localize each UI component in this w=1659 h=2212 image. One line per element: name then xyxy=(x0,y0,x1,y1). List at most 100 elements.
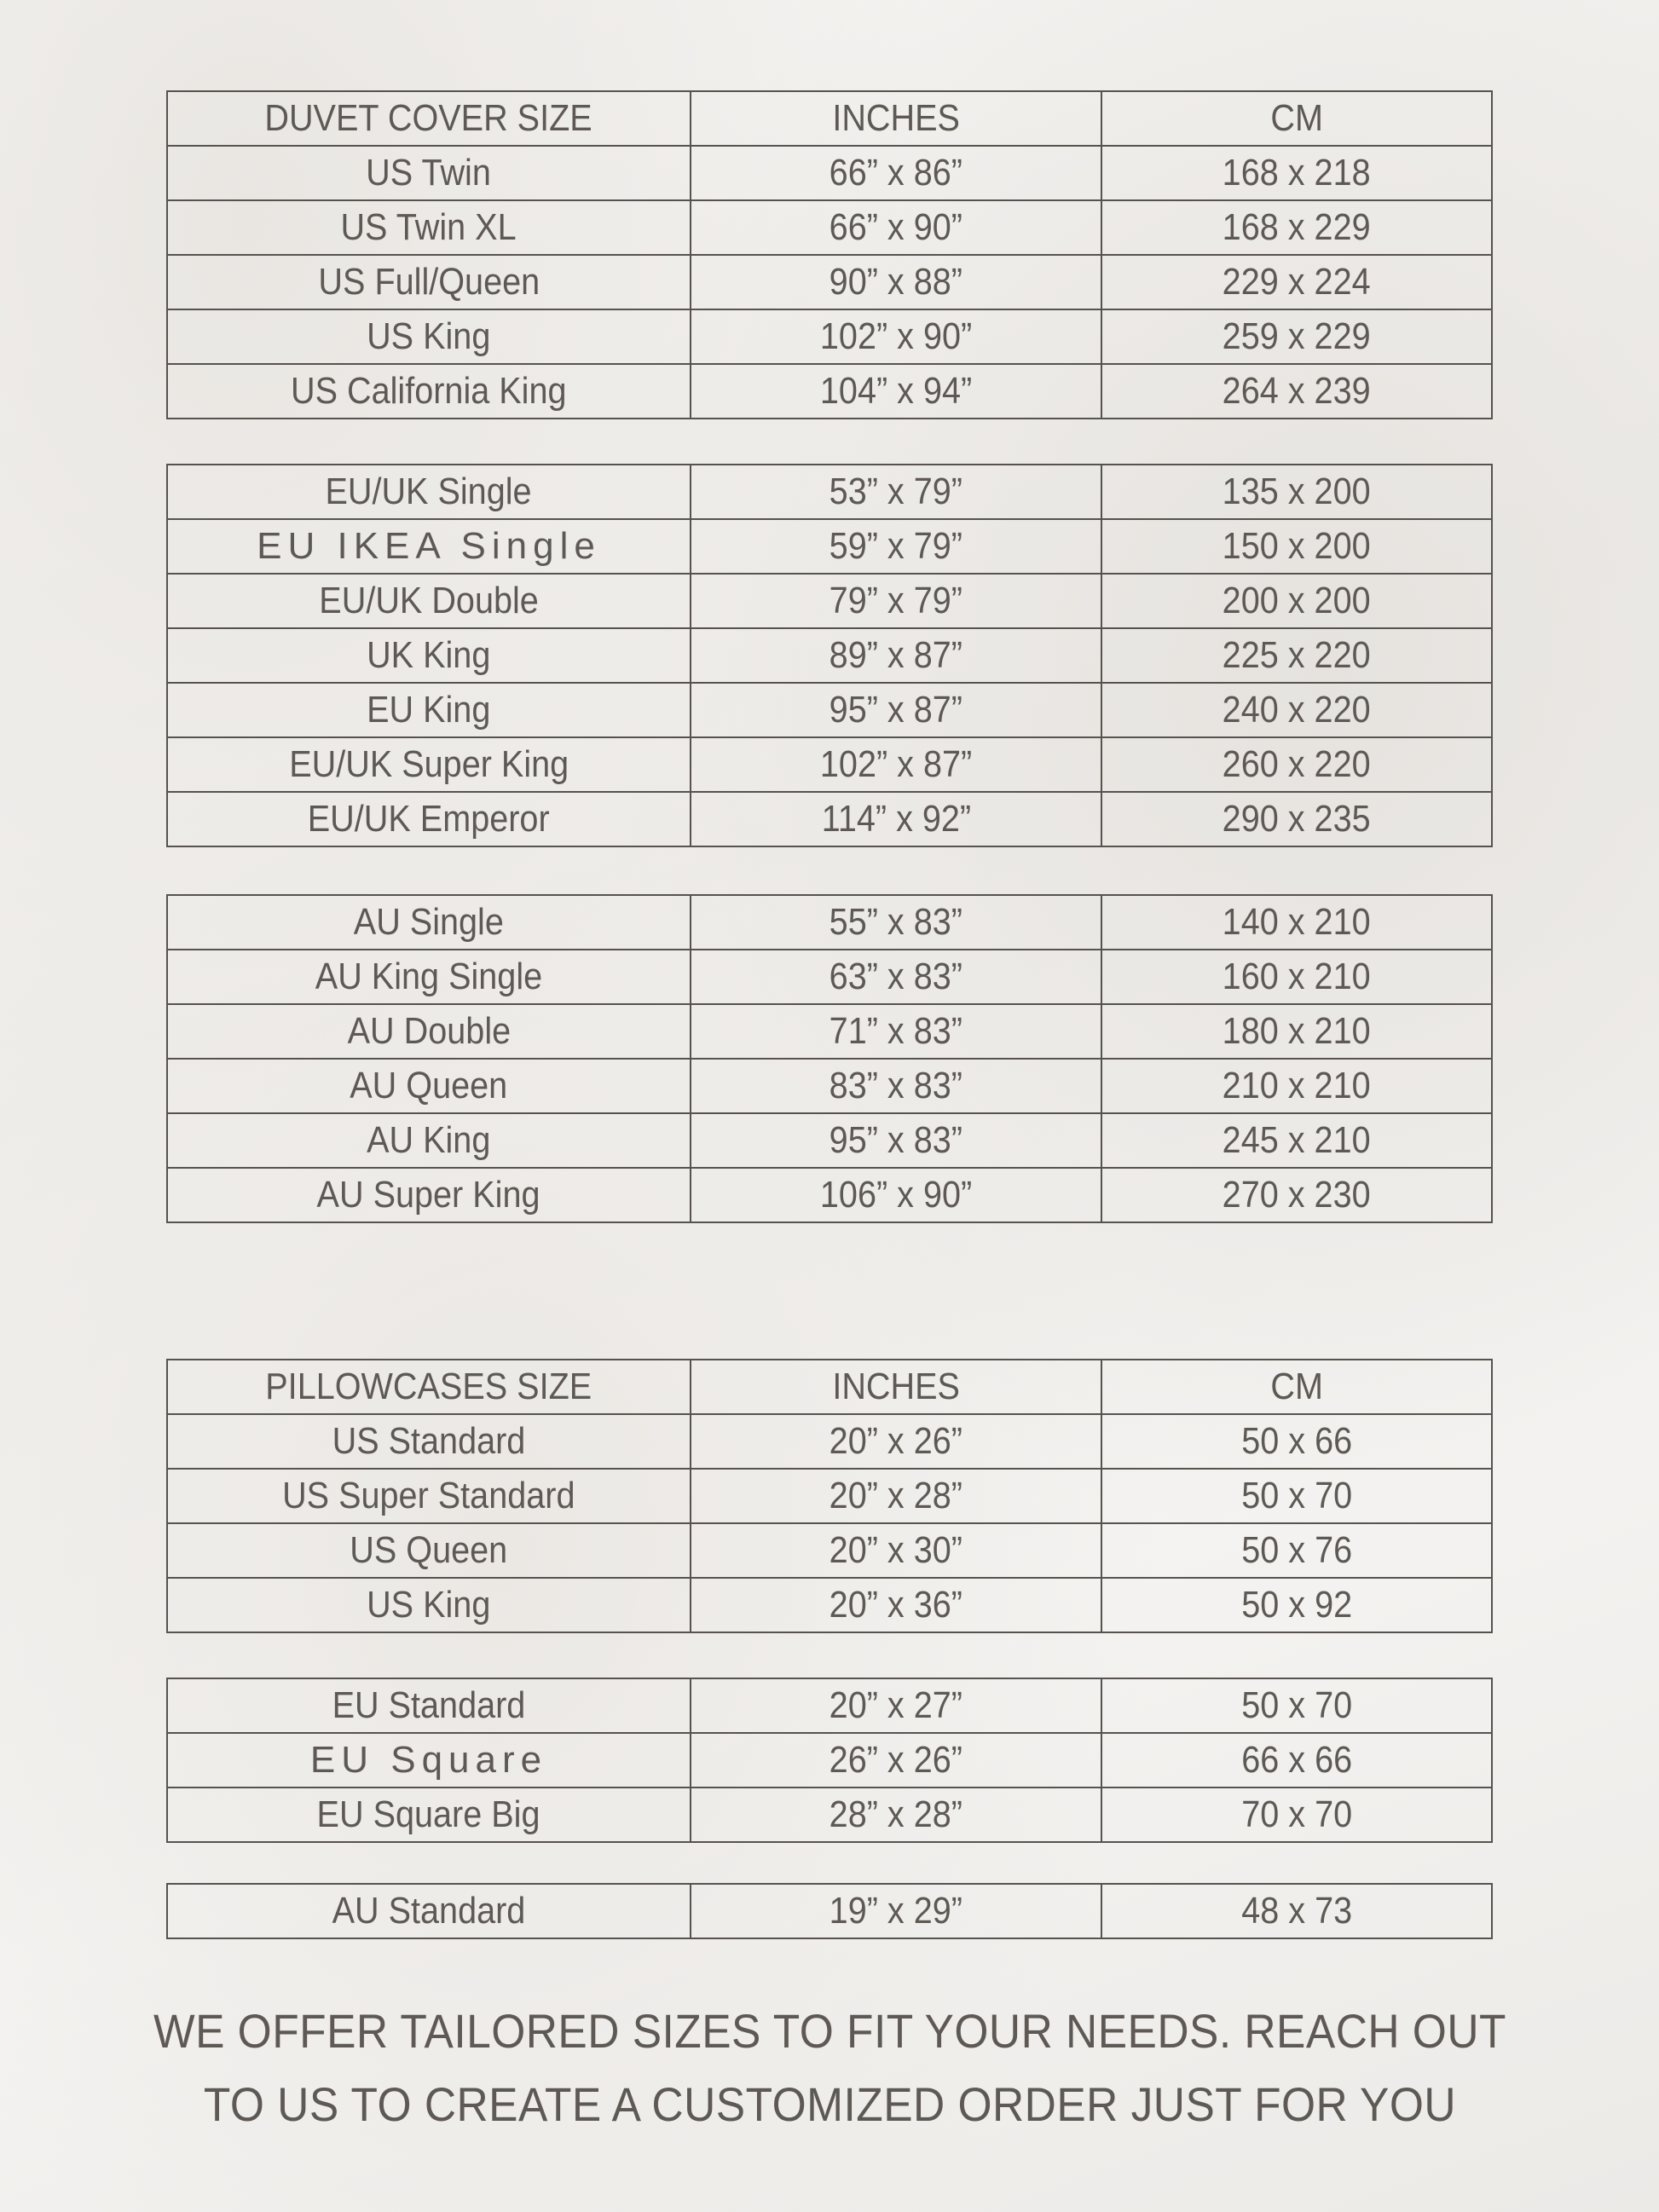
table-row: US Twin XL 66” x 90” 168 x 229 xyxy=(166,199,1493,256)
cell-text: 270 x 230 xyxy=(1223,1174,1371,1216)
cm-cell: CM xyxy=(1101,1359,1493,1415)
cell-text: 50 x 70 xyxy=(1241,1684,1352,1726)
cm-cell: 200 x 200 xyxy=(1101,573,1493,629)
size-cell: US Twin xyxy=(166,145,691,201)
cell-text: EU/UK Emperor xyxy=(308,798,550,840)
inches-cell: 20” x 26” xyxy=(690,1413,1102,1470)
size-cell: EU Square xyxy=(166,1732,691,1788)
inches-cell: 55” x 83” xyxy=(690,894,1102,950)
cm-cell: 70 x 70 xyxy=(1101,1787,1493,1843)
cell-text: 102” x 90” xyxy=(819,315,973,357)
size-cell: AU Double xyxy=(166,1003,691,1060)
table-row: EU Square Big 28” x 28” 70 x 70 xyxy=(166,1787,1493,1843)
cm-cell: 240 x 220 xyxy=(1101,682,1493,738)
inches-cell: 20” x 27” xyxy=(690,1678,1102,1734)
table-row: UK King 89” x 87” 225 x 220 xyxy=(166,627,1493,684)
cm-cell: 290 x 235 xyxy=(1101,791,1493,847)
inches-cell: 71” x 83” xyxy=(690,1003,1102,1060)
cell-text: 160 x 210 xyxy=(1223,956,1371,997)
size-cell: EU/UK Super King xyxy=(166,736,691,793)
cell-text: 135 x 200 xyxy=(1223,471,1371,512)
inches-cell: 104” x 94” xyxy=(690,363,1102,419)
pillowcase-us-size-table: PILLOWCASES SIZE INCHES CM US Standard 20” x… xyxy=(166,1359,1493,1633)
cm-cell: 260 x 220 xyxy=(1101,736,1493,793)
size-cell: PILLOWCASES SIZE xyxy=(166,1359,691,1415)
cell-text: 260 x 220 xyxy=(1223,743,1371,785)
inches-cell: 20” x 28” xyxy=(690,1468,1102,1524)
table-row: US Super Standard 20” x 28” 50 x 70 xyxy=(166,1468,1493,1524)
cell-text: 59” x 79” xyxy=(829,525,963,567)
cell-text: 66” x 90” xyxy=(829,206,963,248)
cell-text: 50 x 70 xyxy=(1241,1475,1352,1516)
table-row: AU King 95” x 83” 245 x 210 xyxy=(166,1112,1493,1169)
cm-cell: 168 x 229 xyxy=(1101,199,1493,256)
cm-cell: 160 x 210 xyxy=(1101,949,1493,1005)
cm-cell: 245 x 210 xyxy=(1101,1112,1493,1169)
cell-text: AU King xyxy=(367,1119,491,1161)
cell-text: 102” x 87” xyxy=(819,743,973,785)
inches-cell: 26” x 26” xyxy=(690,1732,1102,1788)
cell-text: 19” x 29” xyxy=(829,1890,963,1932)
table-row: AU Super King 106” x 90” 270 x 230 xyxy=(166,1167,1493,1223)
table-row: EU Standard 20” x 27” 50 x 70 xyxy=(166,1678,1493,1734)
cell-text: 290 x 235 xyxy=(1223,798,1371,840)
cell-text: DUVET COVER SIZE xyxy=(264,97,593,139)
cell-text: 55” x 83” xyxy=(829,901,963,943)
cm-cell: 270 x 230 xyxy=(1101,1167,1493,1223)
inches-cell: 66” x 90” xyxy=(690,199,1102,256)
table-row: US Full/Queen 90” x 88” 229 x 224 xyxy=(166,254,1493,310)
table-row: US King 20” x 36” 50 x 92 xyxy=(166,1577,1493,1633)
inches-cell: 63” x 83” xyxy=(690,949,1102,1005)
cell-text: 70 x 70 xyxy=(1241,1793,1352,1835)
cm-cell: 264 x 239 xyxy=(1101,363,1493,419)
cell-text: 20” x 30” xyxy=(829,1529,963,1571)
size-cell: US King xyxy=(166,309,691,365)
cell-text: 245 x 210 xyxy=(1223,1119,1371,1161)
table-row: EU/UK Emperor 114” x 92” 290 x 235 xyxy=(166,791,1493,847)
cell-text: 104” x 94” xyxy=(819,370,973,412)
size-cell: UK King xyxy=(166,627,691,684)
inches-cell: 89” x 87” xyxy=(690,627,1102,684)
size-cell: EU/UK Emperor xyxy=(166,791,691,847)
table-row: EU/UK Super King 102” x 87” 260 x 220 xyxy=(166,736,1493,793)
size-cell: US California King xyxy=(166,363,691,419)
footer-note-line-2: TO US TO CREATE A CUSTOMIZED ORDER JUST … xyxy=(0,2076,1659,2132)
cell-text: US Full/Queen xyxy=(318,261,540,303)
table-row: US Standard 20” x 26” 50 x 66 xyxy=(166,1413,1493,1470)
cell-text: EU King xyxy=(367,689,491,731)
pillowcase-eu-size-table: EU Standard 20” x 27” 50 x 70 EU Square 26” … xyxy=(166,1678,1493,1843)
cm-cell: 150 x 200 xyxy=(1101,518,1493,575)
cm-cell: 140 x 210 xyxy=(1101,894,1493,950)
inches-cell: 20” x 36” xyxy=(690,1577,1102,1633)
cm-cell: 50 x 76 xyxy=(1101,1522,1493,1579)
cm-cell: 229 x 224 xyxy=(1101,254,1493,310)
cell-text: AU Double xyxy=(347,1010,511,1052)
cell-text: EU/UK Double xyxy=(319,580,539,621)
inches-cell: 90” x 88” xyxy=(690,254,1102,310)
inches-cell: 59” x 79” xyxy=(690,518,1102,575)
cell-text: 240 x 220 xyxy=(1223,689,1371,731)
cell-text: 264 x 239 xyxy=(1223,370,1371,412)
footer-text: WE OFFER TAILORED SIZES TO FIT YOUR NEED… xyxy=(153,2004,1506,2058)
cell-text: 79” x 79” xyxy=(829,580,963,621)
cm-cell: 225 x 220 xyxy=(1101,627,1493,684)
cell-text: EU Square Big xyxy=(317,1793,540,1835)
cell-text: 48 x 73 xyxy=(1241,1890,1352,1932)
table-row: AU Single 55” x 83” 140 x 210 xyxy=(166,894,1493,950)
cell-text: US Queen xyxy=(350,1529,508,1571)
cell-text: INCHES xyxy=(832,1366,960,1407)
cell-text: CM xyxy=(1270,1366,1323,1407)
cell-text: 71” x 83” xyxy=(829,1010,963,1052)
cm-cell: 259 x 229 xyxy=(1101,309,1493,365)
inches-cell: 19” x 29” xyxy=(690,1883,1102,1939)
inches-cell: 114” x 92” xyxy=(690,791,1102,847)
pillowcase-au-size-table: AU Standard 19” x 29” 48 x 73 xyxy=(166,1883,1493,1939)
cell-text: US Twin xyxy=(366,152,492,193)
cell-text: 50 x 76 xyxy=(1241,1529,1352,1571)
inches-cell: 28” x 28” xyxy=(690,1787,1102,1843)
cell-text: US California King xyxy=(291,370,567,412)
cell-text: 114” x 92” xyxy=(821,798,971,840)
cell-text: 66” x 86” xyxy=(829,152,963,193)
inches-cell: INCHES xyxy=(690,1359,1102,1415)
size-cell: AU Super King xyxy=(166,1167,691,1223)
